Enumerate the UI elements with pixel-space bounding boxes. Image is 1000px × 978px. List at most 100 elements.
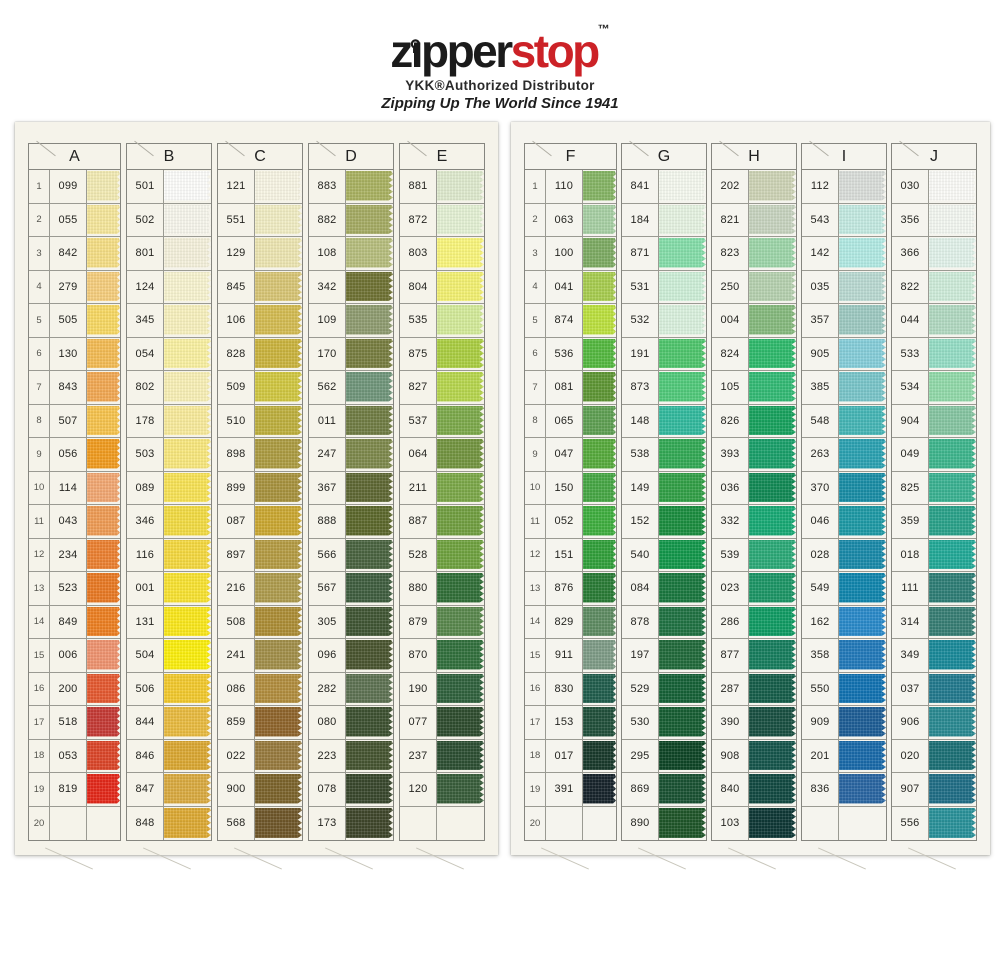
color-swatch-056 xyxy=(87,439,120,469)
color-swatch-152 xyxy=(659,506,706,536)
swatch-cell xyxy=(87,472,120,505)
color-row: 9 047 xyxy=(525,438,616,472)
color-row: 821 xyxy=(712,203,796,237)
column-rows: 841 184 871 531 532 191 873 148 538 149 152 540 084 8… xyxy=(622,170,706,840)
color-swatch-358 xyxy=(839,640,886,670)
color-code: 078 xyxy=(309,773,346,806)
swatch-cell xyxy=(255,606,302,639)
color-row: 845 xyxy=(218,270,302,304)
color-swatch-877 xyxy=(749,640,796,670)
swatch-cell xyxy=(346,572,393,605)
color-swatch-506 xyxy=(164,673,211,703)
color-row: 078 xyxy=(309,773,393,807)
color-code: 385 xyxy=(802,371,839,404)
swatch-cell xyxy=(839,338,886,371)
color-row: 149 xyxy=(622,471,706,505)
color-code: 874 xyxy=(546,304,583,337)
row-number: 17 xyxy=(525,706,546,739)
color-swatch-393 xyxy=(749,439,796,469)
swatch-cell xyxy=(87,673,120,706)
swatch-cell xyxy=(659,606,706,639)
color-row: 537 xyxy=(400,404,484,438)
color-swatch-046 xyxy=(839,506,886,536)
swatch-cell xyxy=(164,271,211,304)
color-row: 7 081 xyxy=(525,371,616,405)
swatch-cell xyxy=(255,505,302,538)
color-row: 18 053 xyxy=(29,739,120,773)
color-row: 131 xyxy=(127,605,211,639)
color-code: 129 xyxy=(218,237,255,270)
color-swatch-124 xyxy=(164,271,211,301)
swatch-cell xyxy=(346,807,393,841)
color-row: 823 xyxy=(712,237,796,271)
swatch-cell xyxy=(583,606,616,639)
color-row: 184 xyxy=(622,203,706,237)
swatch-cell xyxy=(255,371,302,404)
swatch-cell xyxy=(749,338,796,371)
color-swatch-237 xyxy=(437,740,484,770)
color-swatch-286 xyxy=(749,606,796,636)
color-row: 870 xyxy=(400,639,484,673)
color-swatch-130 xyxy=(87,338,120,368)
color-swatch-532 xyxy=(659,305,706,335)
color-swatch-006 xyxy=(87,640,120,670)
swatch-cell xyxy=(164,606,211,639)
color-code xyxy=(50,806,87,840)
swatch-cell xyxy=(929,505,976,538)
color-swatch-234 xyxy=(87,539,120,569)
color-swatch-170 xyxy=(346,338,393,368)
swatch-cell xyxy=(164,338,211,371)
swatch-cell xyxy=(583,773,616,806)
swatch-cell xyxy=(87,371,120,404)
swatch-cell xyxy=(437,237,484,270)
color-swatch-065 xyxy=(583,405,616,435)
color-code: 876 xyxy=(546,572,583,605)
color-code: 279 xyxy=(50,270,87,303)
color-swatch-836 xyxy=(839,774,886,804)
swatch-cell xyxy=(749,539,796,572)
row-number: 5 xyxy=(29,304,50,337)
swatch-cell xyxy=(437,740,484,773)
color-code: 844 xyxy=(127,706,164,739)
column-rows: 121 551 129 845 106 828 509 510 898 899 087 897 216 5… xyxy=(218,170,302,840)
column-letter: A xyxy=(69,147,80,165)
color-code: 053 xyxy=(50,739,87,772)
color-code xyxy=(546,806,583,840)
swatch-cell xyxy=(437,170,484,203)
color-row: 846 xyxy=(127,739,211,773)
color-swatch-566 xyxy=(346,539,393,569)
color-row: 3 100 xyxy=(525,237,616,271)
swatch-cell xyxy=(437,472,484,505)
color-row: 001 xyxy=(127,572,211,606)
color-row: 826 xyxy=(712,404,796,438)
color-swatch-030 xyxy=(929,171,976,201)
color-row xyxy=(400,806,484,840)
color-swatch-826 xyxy=(749,405,796,435)
color-row: 106 xyxy=(218,304,302,338)
color-code: 531 xyxy=(622,270,659,303)
color-swatch-900 xyxy=(255,774,302,804)
color-row: 804 xyxy=(400,270,484,304)
color-code: 216 xyxy=(218,572,255,605)
trademark-symbol: ™ xyxy=(597,21,610,36)
color-row: 8 507 xyxy=(29,404,120,438)
color-row: 170 xyxy=(309,337,393,371)
color-code: 006 xyxy=(50,639,87,672)
color-code: 116 xyxy=(127,538,164,571)
color-row: 859 xyxy=(218,706,302,740)
color-swatch-028 xyxy=(839,539,886,569)
row-number: 8 xyxy=(29,404,50,437)
color-row: 872 xyxy=(400,203,484,237)
swatch-cell xyxy=(346,170,393,203)
brand-prefix: z xyxy=(390,25,413,77)
column-header-F: F xyxy=(525,144,616,170)
color-swatch-538 xyxy=(659,439,706,469)
color-swatch-314 xyxy=(929,606,976,636)
color-swatch-370 xyxy=(839,472,886,502)
color-code: 877 xyxy=(712,639,749,672)
color-code: 124 xyxy=(127,270,164,303)
swatch-cell xyxy=(164,807,211,841)
color-swatch-184 xyxy=(659,204,706,234)
swatch-cell xyxy=(839,170,886,203)
color-row: 549 xyxy=(802,572,886,606)
